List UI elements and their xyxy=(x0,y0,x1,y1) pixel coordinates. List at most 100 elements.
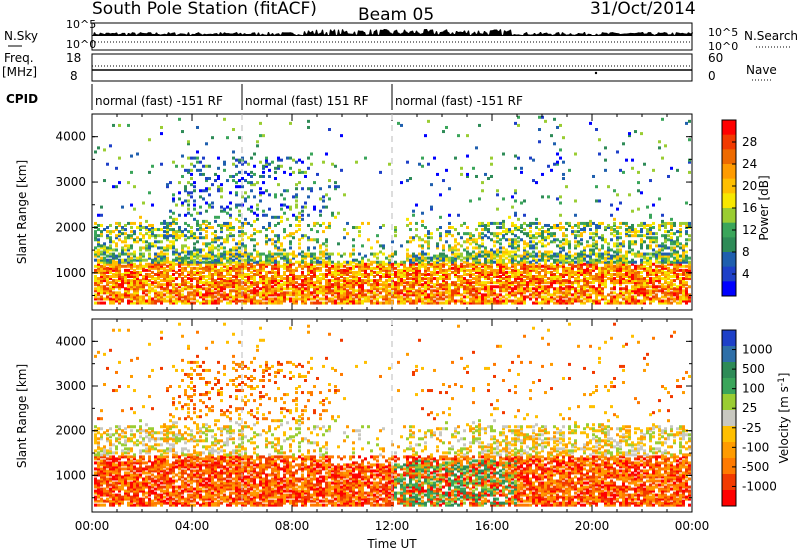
range-gate-cell xyxy=(226,179,229,183)
range-gate-cell xyxy=(604,283,607,287)
range-gate-cell xyxy=(223,223,226,227)
range-gate-cell xyxy=(172,272,175,276)
range-gate-cell xyxy=(202,283,205,287)
range-gate-cell xyxy=(406,277,409,281)
range-gate-cell xyxy=(412,301,415,305)
range-gate-cell xyxy=(583,285,586,289)
range-gate-cell xyxy=(304,252,307,256)
range-gate-cell xyxy=(520,301,523,305)
range-gate-cell xyxy=(529,281,532,285)
range-gate-cell xyxy=(559,221,562,225)
range-gate-cell xyxy=(175,230,178,234)
range-gate-cell xyxy=(307,238,310,242)
range-gate-cell xyxy=(538,277,541,281)
range-gate-cell xyxy=(196,156,199,160)
range-gate-cell xyxy=(331,264,334,268)
range-gate-cell xyxy=(634,228,637,232)
range-gate-cell xyxy=(94,293,97,297)
range-gate-cell xyxy=(148,252,151,256)
range-gate-cell xyxy=(124,270,127,274)
range-gate-cell xyxy=(430,258,433,262)
range-gate-cell xyxy=(637,299,640,303)
range-gate-cell xyxy=(451,256,454,260)
range-gate-cell xyxy=(178,285,181,289)
range-gate-cell xyxy=(166,246,169,250)
range-gate-cell xyxy=(172,217,175,221)
range-gate-cell xyxy=(535,232,538,236)
range-gate-cell xyxy=(580,262,583,266)
range-gate-cell xyxy=(553,142,556,146)
range-gate-cell xyxy=(562,295,565,299)
range-gate-cell xyxy=(349,270,352,274)
range-gate-cell xyxy=(631,270,634,274)
range-gate-cell xyxy=(589,299,592,303)
range-gate-cell xyxy=(502,299,505,303)
range-gate-cell xyxy=(517,270,520,274)
range-gate-cell xyxy=(295,205,298,209)
range-gate-cell xyxy=(619,275,622,279)
range-gate-cell xyxy=(565,270,568,274)
range-gate-cell xyxy=(130,203,133,207)
range-gate-cell xyxy=(229,234,232,238)
range-gate-cell xyxy=(193,301,196,305)
range-gate-cell xyxy=(247,195,250,199)
range-gate-cell xyxy=(643,295,646,299)
range-gate-cell xyxy=(106,279,109,283)
range-gate-cell xyxy=(238,234,241,238)
range-gate-cell xyxy=(169,295,172,299)
range-gate-cell xyxy=(184,268,187,272)
range-gate-cell xyxy=(601,260,604,264)
range-gate-cell xyxy=(283,189,286,193)
range-gate-cell xyxy=(214,287,217,291)
range-gate-cell xyxy=(406,248,409,252)
range-gate-cell xyxy=(586,260,589,264)
range-gate-cell xyxy=(244,264,247,268)
range-gate-cell xyxy=(217,256,220,260)
range-gate-cell xyxy=(172,232,175,236)
range-gate-cell xyxy=(187,299,190,303)
range-gate-cell xyxy=(319,287,322,291)
range-gate-cell xyxy=(112,123,115,127)
range-gate-cell xyxy=(577,260,580,264)
range-gate-cell xyxy=(112,285,115,289)
range-gate-cell xyxy=(133,264,136,268)
range-gate-cell xyxy=(436,246,439,250)
range-gate-cell xyxy=(229,289,232,293)
range-gate-cell xyxy=(346,293,349,297)
range-gate-cell xyxy=(103,244,106,248)
range-gate-cell xyxy=(496,260,499,264)
range-gate-cell xyxy=(292,268,295,272)
range-gate-cell xyxy=(265,281,268,285)
range-gate-cell xyxy=(580,268,583,272)
range-gate-cell xyxy=(238,136,241,140)
range-gate-cell xyxy=(211,136,214,140)
range-gate-cell xyxy=(643,260,646,264)
range-gate-cell xyxy=(211,297,214,301)
range-gate-cell xyxy=(235,293,238,297)
range-gate-cell xyxy=(472,234,475,238)
range-gate-cell xyxy=(643,289,646,293)
range-gate-cell xyxy=(289,266,292,270)
range-gate-cell xyxy=(475,262,478,266)
range-gate-cell xyxy=(565,281,568,285)
range-gate-cell xyxy=(451,246,454,250)
range-gate-cell xyxy=(130,299,133,303)
range-gate-cell xyxy=(592,242,595,246)
range-gate-cell xyxy=(280,252,283,256)
range-gate-cell xyxy=(220,283,223,287)
range-gate-cell xyxy=(448,248,451,252)
range-gate-cell xyxy=(643,281,646,285)
range-gate-cell xyxy=(451,297,454,301)
range-gate-cell xyxy=(109,264,112,268)
range-gate-cell xyxy=(94,289,97,293)
range-gate-cell xyxy=(313,252,316,256)
range-gate-cell xyxy=(433,256,436,260)
range-gate-cell xyxy=(490,262,493,266)
range-gate-cell xyxy=(376,299,379,303)
range-gate-cell xyxy=(457,299,460,303)
range-gate-cell xyxy=(277,252,280,256)
range-gate-cell xyxy=(358,285,361,289)
range-gate-cell xyxy=(250,254,253,258)
range-gate-cell xyxy=(130,295,133,299)
range-gate-cell xyxy=(250,262,253,266)
